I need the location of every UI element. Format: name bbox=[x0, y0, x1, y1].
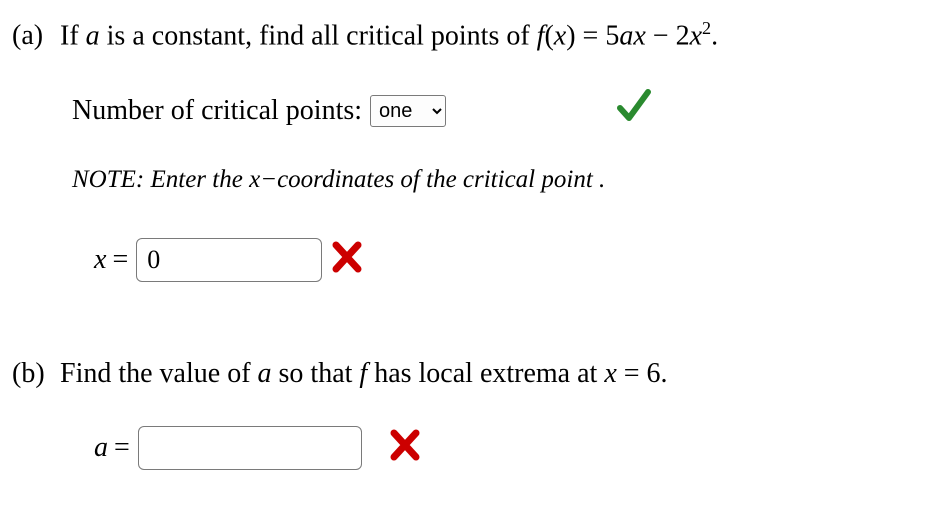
b-var-a: a bbox=[258, 358, 272, 389]
check-icon bbox=[616, 86, 652, 136]
critical-points-line: Number of critical points: one two three bbox=[72, 86, 931, 136]
b-pre: Find the value of bbox=[60, 358, 258, 389]
a-equals: = bbox=[114, 432, 130, 464]
part-a-row: (a) If a is a constant, find all critica… bbox=[12, 18, 931, 52]
func-exp: 2 bbox=[702, 18, 711, 38]
text-if: If bbox=[60, 20, 86, 51]
func-x: x bbox=[554, 20, 566, 51]
a-input[interactable] bbox=[138, 426, 362, 470]
note-coord: coordinates of the critical point . bbox=[277, 166, 605, 193]
func-ax: ax bbox=[619, 20, 645, 51]
part-a-label: (a) bbox=[12, 20, 60, 52]
numcrit-select[interactable]: one two three bbox=[370, 95, 446, 127]
note-dash: − bbox=[260, 166, 277, 193]
cross-icon bbox=[332, 240, 362, 281]
a-label: a bbox=[94, 432, 108, 464]
func-close-5: ) = 5 bbox=[566, 20, 619, 51]
part-b-prompt: Find the value of a so that f has local … bbox=[60, 358, 668, 390]
b-post1: has local extrema at bbox=[367, 358, 604, 389]
note-prefix: NOTE: Enter the bbox=[72, 166, 249, 193]
b-var-x: x bbox=[604, 358, 616, 389]
cross-icon bbox=[390, 428, 420, 469]
note-x: x bbox=[249, 166, 260, 193]
part-b-label: (b) bbox=[12, 358, 60, 390]
b-mid: so that bbox=[272, 358, 360, 389]
note-line: NOTE: Enter the x−coordinates of the cri… bbox=[72, 166, 931, 194]
x-answer-row: x = bbox=[72, 238, 931, 282]
func-period: . bbox=[711, 20, 718, 51]
part-b-row: (b) Find the value of a so that f has lo… bbox=[12, 358, 931, 390]
func-x2: x bbox=[690, 20, 702, 51]
part-a-prompt: If a is a constant, find all critical po… bbox=[60, 18, 718, 52]
text-const: is a constant, find all critical points … bbox=[100, 20, 537, 51]
x-input[interactable] bbox=[136, 238, 322, 282]
x-equals: = bbox=[112, 244, 128, 276]
func-open: ( bbox=[544, 20, 553, 51]
var-a: a bbox=[86, 20, 100, 51]
b-eq6: = 6. bbox=[617, 358, 668, 389]
numcrit-label: Number of critical points: bbox=[72, 95, 362, 127]
x-label: x bbox=[94, 244, 106, 276]
a-answer-row: a = bbox=[72, 426, 931, 470]
func-minus2: − 2 bbox=[646, 20, 690, 51]
